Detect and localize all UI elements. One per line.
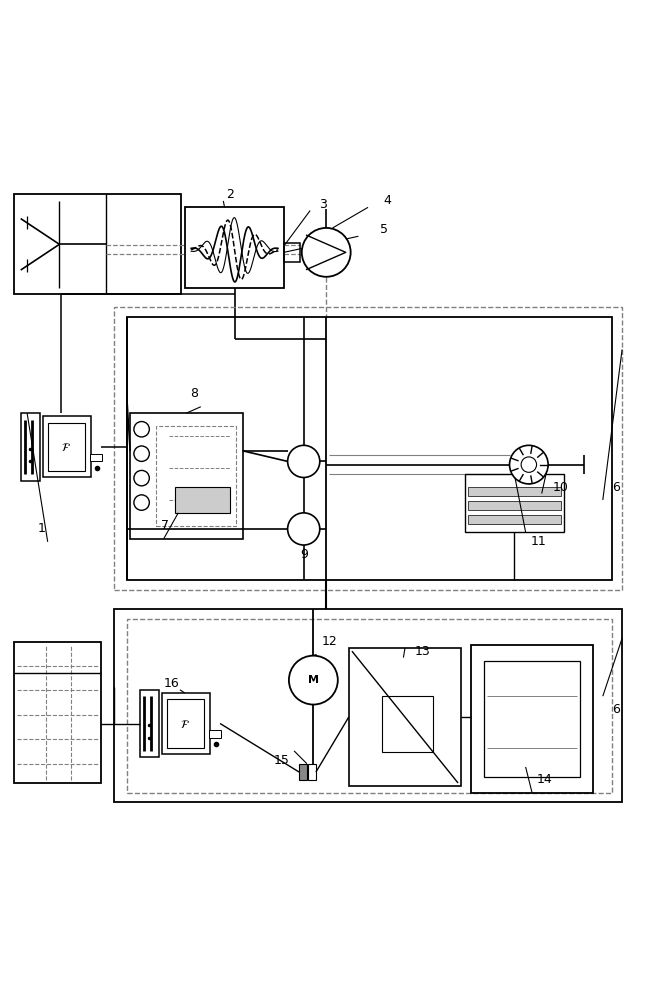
Bar [130, 413, 243, 539]
Text: 12: 12 [322, 635, 337, 648]
Bar [382, 696, 433, 752]
Text: 13: 13 [415, 645, 431, 658]
Text: 5: 5 [380, 223, 388, 236]
Bar [468, 515, 561, 524]
Bar [21, 413, 40, 481]
Circle shape [287, 513, 320, 545]
Bar [299, 764, 307, 780]
Bar [140, 690, 159, 757]
Text: 3: 3 [319, 198, 327, 211]
Bar [127, 619, 612, 793]
Bar [284, 243, 300, 262]
Circle shape [521, 457, 537, 472]
Text: $\mathcal{F}$: $\mathcal{F}$ [180, 718, 191, 730]
Text: 10: 10 [553, 481, 569, 494]
Bar [127, 317, 612, 580]
Bar [167, 699, 204, 748]
Circle shape [510, 445, 548, 484]
Bar [48, 423, 85, 471]
Bar [14, 194, 182, 294]
Circle shape [134, 446, 149, 461]
Text: 11: 11 [530, 535, 547, 548]
Text: 14: 14 [537, 773, 553, 786]
Text: 9: 9 [300, 548, 307, 561]
Bar [114, 609, 622, 802]
Text: 6: 6 [612, 703, 620, 716]
Text: 2: 2 [226, 188, 234, 201]
Text: 8: 8 [191, 387, 198, 400]
Bar [464, 474, 564, 532]
Text: 6: 6 [612, 481, 620, 494]
Bar [468, 501, 561, 510]
Bar [471, 645, 593, 793]
Circle shape [134, 422, 149, 437]
Text: 7: 7 [162, 519, 169, 532]
Text: M: M [308, 675, 319, 685]
Bar [90, 454, 101, 461]
Bar [185, 207, 284, 288]
Text: 15: 15 [273, 754, 289, 767]
Bar [308, 764, 316, 780]
Bar [349, 648, 461, 786]
Bar [156, 426, 236, 526]
Bar [175, 487, 230, 513]
Text: 4: 4 [383, 194, 391, 207]
Bar [114, 307, 622, 590]
Circle shape [302, 228, 351, 277]
Bar [209, 730, 221, 738]
Bar [43, 416, 92, 477]
Circle shape [134, 470, 149, 486]
Bar [484, 661, 580, 777]
Bar [162, 693, 211, 754]
Circle shape [134, 495, 149, 510]
Bar [14, 642, 101, 783]
Text: 16: 16 [164, 677, 180, 690]
Text: $\mathcal{F}$: $\mathcal{F}$ [61, 441, 71, 453]
Text: 1: 1 [37, 522, 45, 535]
Circle shape [287, 445, 320, 477]
Circle shape [289, 656, 338, 705]
Bar [468, 487, 561, 496]
